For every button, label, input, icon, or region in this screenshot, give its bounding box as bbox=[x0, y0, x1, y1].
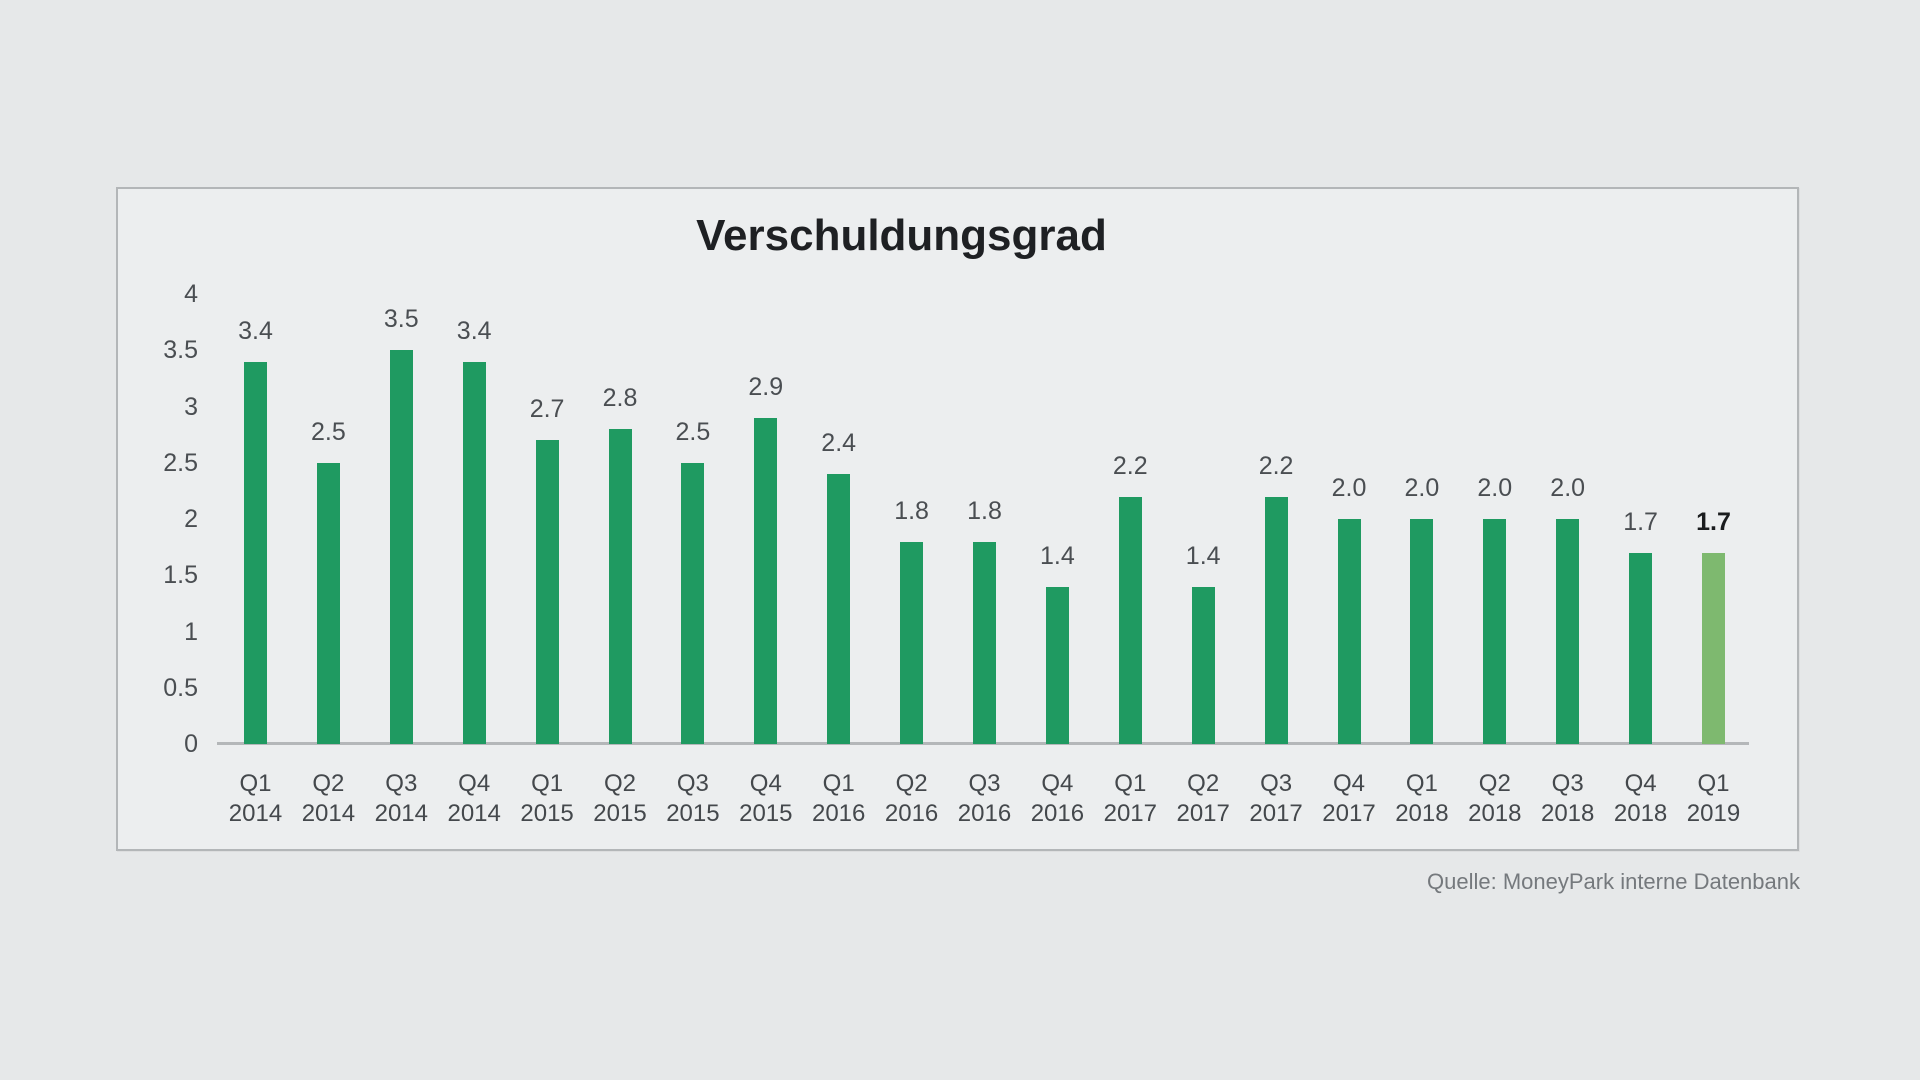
bar-q3-2014 bbox=[389, 350, 413, 744]
bar-q2-2016 bbox=[900, 541, 924, 744]
bar-value-label-q1-2016: 2.4 bbox=[821, 429, 857, 457]
bar-q4-2014 bbox=[462, 361, 486, 744]
bar-value-label-q1-2014: 3.4 bbox=[238, 316, 273, 345]
bar-value-label-q3-2018: 2.0 bbox=[1550, 474, 1586, 502]
x-tick-label-q1-2015: Q1 2015 bbox=[520, 770, 574, 827]
bar-value-label-q4-2015: 2.9 bbox=[748, 372, 784, 401]
bar-value-label-q1-2015: 2.7 bbox=[529, 395, 565, 424]
y-tick-label-3.5: 3.5 bbox=[163, 336, 198, 365]
bar-q1-2015 bbox=[535, 440, 559, 744]
bar-value-label-q2-2015: 2.8 bbox=[602, 384, 638, 412]
x-tick-label-q3-2015: Q3 2015 bbox=[666, 770, 720, 827]
bar-q1-2016 bbox=[827, 474, 851, 744]
bar-value-label-q3-2014: 3.5 bbox=[383, 305, 419, 334]
bar-q3-2017 bbox=[1264, 496, 1288, 744]
bar-value-label-q1-2018: 2.0 bbox=[1404, 474, 1440, 502]
x-tick-label-q3-2017: Q3 2017 bbox=[1249, 770, 1303, 827]
bar-q4-2016 bbox=[1045, 586, 1069, 744]
x-tick-label-q1-2014: Q1 2014 bbox=[228, 770, 283, 827]
y-tick-label-2.5: 2.5 bbox=[163, 448, 198, 477]
x-tick-label-q4-2015: Q4 2015 bbox=[739, 770, 793, 827]
bar-value-label-q1-2017: 2.2 bbox=[1112, 451, 1148, 480]
x-tick-label-q3-2014: Q3 2014 bbox=[374, 770, 428, 827]
source-caption: Quelle: MoneyPark interne Datenbank bbox=[1427, 869, 1800, 894]
x-tick-label-q2-2014: Q2 2014 bbox=[301, 770, 356, 827]
bar-q2-2014 bbox=[316, 462, 340, 744]
bar-value-label-q1-2019: 1.7 bbox=[1696, 507, 1731, 536]
bar-q2-2018 bbox=[1483, 519, 1507, 744]
y-tick-label-1: 1 bbox=[184, 617, 198, 646]
x-tick-label-q4-2018: Q4 2018 bbox=[1613, 770, 1668, 827]
bar-value-label-q2-2018: 2.0 bbox=[1477, 474, 1513, 502]
y-tick-label-0.5: 0.5 bbox=[163, 673, 198, 702]
x-tick-label-q3-2018: Q3 2018 bbox=[1540, 770, 1595, 827]
y-tick-label-0: 0 bbox=[184, 730, 198, 758]
bar-value-label-q3-2017: 2.2 bbox=[1258, 451, 1294, 480]
plot-area: 4 3.5 3 2.5 2 1.5 1 0.5 0 3.4 2.5 3.5 3.4 2.7 2.8 2.5 2… bbox=[118, 189, 1797, 849]
y-tick-label-3: 3 bbox=[184, 392, 198, 421]
x-tick-label-q2-2018: Q2 2018 bbox=[1468, 770, 1522, 827]
y-tick-label-1.5: 1.5 bbox=[163, 561, 198, 590]
x-tick-label-q3-2016: Q3 2016 bbox=[957, 770, 1012, 827]
y-tick-label-4: 4 bbox=[184, 280, 198, 308]
bar-value-label-q2-2016: 1.8 bbox=[894, 496, 929, 525]
x-tick-label-q1-2019: Q1 2019 bbox=[1686, 770, 1741, 827]
bar-q2-2017 bbox=[1191, 586, 1215, 744]
bar-q1-2017 bbox=[1118, 496, 1142, 744]
bar-q4-2017 bbox=[1337, 519, 1361, 744]
bar-value-label-q4-2017: 2.0 bbox=[1331, 474, 1367, 502]
x-tick-label-q4-2016: Q4 2016 bbox=[1030, 770, 1085, 827]
bar-value-label-q4-2018: 1.7 bbox=[1623, 507, 1658, 536]
x-tick-label-q2-2016: Q2 2016 bbox=[884, 770, 939, 827]
bar-value-label-q4-2016: 1.4 bbox=[1040, 541, 1075, 570]
bar-value-label-q3-2016: 1.8 bbox=[967, 496, 1002, 525]
x-tick-label-q1-2016: Q1 2016 bbox=[811, 770, 866, 827]
x-tick-label-q4-2017: Q4 2017 bbox=[1322, 770, 1376, 827]
bar-value-label-q3-2015: 2.5 bbox=[675, 417, 711, 446]
bar-value-label-q4-2014: 3.4 bbox=[456, 316, 492, 345]
bar-q1-2019 bbox=[1702, 552, 1725, 744]
x-tick-label-q2-2015: Q2 2015 bbox=[593, 770, 647, 827]
x-tick-label-q1-2018: Q1 2018 bbox=[1395, 770, 1449, 827]
bar-q3-2016 bbox=[973, 541, 996, 744]
x-tick-label-q4-2014: Q4 2014 bbox=[447, 770, 501, 827]
bar-q2-2015 bbox=[608, 429, 632, 744]
y-tick-label-2: 2 bbox=[184, 505, 198, 533]
chart-panel: Verschuldungsgrad 4 3.5 3 2.5 2 1.5 1 0.5 0 3.4 2… bbox=[116, 187, 1799, 851]
bar-q3-2015 bbox=[681, 462, 705, 744]
bar-value-label-q2-2017: 1.4 bbox=[1185, 541, 1221, 570]
chart-title: Verschuldungsgrad bbox=[696, 211, 1107, 260]
bar-q4-2018 bbox=[1629, 552, 1653, 744]
bar-q1-2018 bbox=[1410, 519, 1434, 744]
x-tick-label-q1-2017: Q1 2017 bbox=[1103, 770, 1157, 827]
bar-q4-2015 bbox=[754, 417, 778, 744]
bar-q3-2018 bbox=[1556, 519, 1580, 744]
bar-q1-2014 bbox=[244, 361, 267, 744]
bar-value-label-q2-2014: 2.5 bbox=[311, 417, 346, 446]
x-tick-label-q2-2017: Q2 2017 bbox=[1176, 770, 1230, 827]
